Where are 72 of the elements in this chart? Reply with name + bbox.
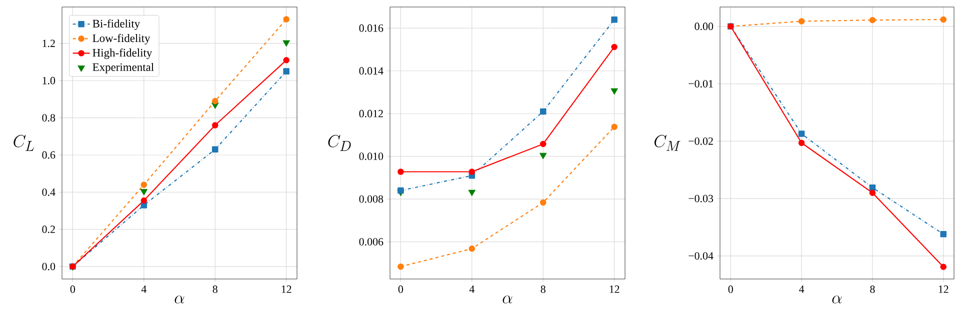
x-tick-label: 12	[282, 286, 292, 293]
point	[140, 189, 148, 196]
point	[283, 68, 290, 74]
point	[398, 263, 404, 270]
point	[468, 190, 476, 196]
x-tick-label: 4	[141, 286, 146, 293]
point	[398, 168, 404, 175]
x-tick-label: 8	[870, 286, 875, 293]
x-tick-label: 12	[938, 286, 948, 293]
point	[212, 146, 218, 153]
y-tick-label: 0.010	[359, 152, 384, 160]
point	[869, 190, 876, 196]
y-axis-title: $C_D$	[328, 134, 351, 151]
y-tick-label: 0.2	[42, 226, 55, 234]
point	[869, 16, 876, 24]
x-tick-label: 4	[469, 286, 474, 293]
point	[539, 152, 547, 160]
y-tick-label: 0.4	[42, 188, 56, 196]
y-tick-label: −0.04	[688, 252, 714, 260]
legend-label: Low-fidelity	[92, 34, 150, 44]
y-tick-label: 0.016	[359, 24, 384, 32]
point	[611, 124, 618, 130]
x-tick-label: 0	[70, 286, 76, 293]
legend-label: High-fidelity	[92, 48, 152, 59]
y-axis-title: $C_L$	[14, 134, 34, 151]
point	[283, 16, 290, 22]
x-tick-label: 12	[610, 286, 620, 293]
y-tick-label: −0.02	[688, 137, 713, 145]
x-tick-label: 4	[799, 286, 804, 293]
point	[468, 246, 476, 252]
y-tick-label: 0.00	[694, 22, 714, 30]
point	[611, 16, 618, 23]
x-tick-label: 8	[212, 286, 218, 293]
point	[798, 140, 805, 146]
y-tick-label: 0.0	[42, 262, 56, 270]
point	[540, 108, 546, 115]
y-tick-label: 1.0	[42, 76, 56, 84]
point	[212, 122, 218, 128]
x-axis-title: $\alpha$	[174, 296, 184, 304]
point	[940, 16, 947, 23]
point	[540, 199, 546, 206]
legend-label: Experimental	[92, 62, 154, 74]
x-axis-title: $\alpha$	[832, 296, 842, 304]
point	[940, 230, 947, 238]
point	[140, 182, 148, 188]
point	[940, 264, 947, 270]
point	[610, 88, 618, 95]
y-tick-label: 0.008	[359, 195, 384, 203]
point	[283, 57, 290, 64]
point	[540, 140, 546, 148]
y-tick-label: 0.006	[359, 238, 384, 246]
y-tick-label: 0.014	[359, 67, 384, 75]
legend-label: Bi-fidelity	[92, 19, 140, 30]
point	[798, 18, 805, 24]
point	[798, 130, 805, 137]
point	[468, 168, 476, 175]
y-tick-label: 1.2	[42, 40, 55, 48]
y-tick-label: 0.8	[42, 114, 56, 122]
y-axis-title: $C_M$	[654, 134, 680, 151]
y-tick-label: −0.03	[688, 194, 714, 202]
point	[282, 40, 290, 47]
x-tick-label: 0	[398, 286, 404, 293]
point	[611, 44, 618, 50]
y-tick-label: 0.6	[42, 151, 56, 159]
point	[398, 187, 404, 194]
point	[140, 197, 148, 204]
y-tick-label: −0.01	[688, 80, 713, 88]
point	[212, 98, 218, 104]
y-tick-label: 0.012	[359, 110, 383, 118]
x-axis-title: $\alpha$	[502, 296, 512, 304]
x-tick-label: 0	[728, 286, 733, 293]
x-tick-label: 8	[540, 286, 546, 293]
